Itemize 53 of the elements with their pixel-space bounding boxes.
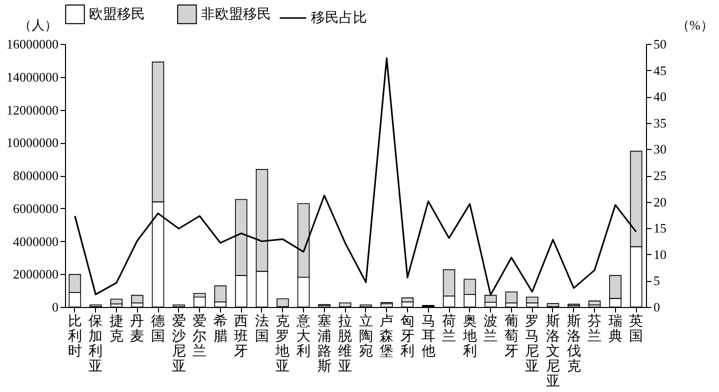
y2-tick-label: 10 [654, 246, 666, 262]
y-tick-label: 6000000 [13, 200, 58, 216]
x-tick-label: 英国 [629, 314, 644, 344]
x-tick-label: 波兰 [484, 314, 498, 344]
x-tick-label: 斯洛文尼亚 [546, 314, 560, 390]
x-tick-label: 瑞典 [608, 314, 622, 344]
y-tick-label: 10000000 [6, 135, 58, 150]
x-tick-label: 西班牙 [234, 314, 248, 360]
x-tick-label: 保加利亚 [88, 314, 103, 374]
legend-label: 欧盟移民 [89, 6, 145, 22]
y-tick-label: 16000000 [6, 36, 58, 52]
y2-axis-title: （%） [676, 18, 714, 32]
x-tick-label: 马耳他 [421, 314, 436, 360]
y2-tick-label: 20 [654, 194, 666, 210]
x-tick-label: 德国 [151, 314, 166, 344]
x-tick-label: 希腊 [213, 314, 228, 344]
y-tick-label: 12000000 [6, 102, 58, 118]
y2-tick-label: 40 [654, 89, 666, 104]
x-tick-label: 荷兰 [442, 314, 456, 344]
x-tick-label: 匈牙利 [400, 314, 414, 360]
y2-tick-label: 50 [654, 36, 666, 52]
x-tick-label: 葡萄牙 [504, 314, 518, 360]
y-tick-label: 4000000 [13, 234, 58, 249]
y2-tick-label: 25 [654, 168, 666, 183]
y2-tick-label: 35 [654, 115, 666, 130]
legend-label: 非欧盟移民 [201, 6, 271, 22]
x-tick-label: 比利时 [68, 314, 82, 360]
x-tick-label: 法国 [254, 314, 269, 344]
y-axis-title: （人） [18, 18, 58, 32]
x-tick-label: 克罗地亚 [274, 314, 290, 374]
y2-tick-label: 0 [654, 300, 660, 314]
x-tick-label: 立陶宛 [358, 314, 373, 360]
y-tick-label: 0 [52, 300, 58, 314]
x-tick-label: 丹麦 [130, 314, 144, 344]
y2-tick-label: 30 [654, 142, 666, 157]
x-tick-label: 卢森堡 [380, 314, 394, 360]
x-tick-label: 意大利 [296, 314, 311, 360]
x-tick-label: 斯洛伐克 [566, 314, 581, 374]
y-tick-label: 8000000 [13, 168, 58, 183]
y2-tick-label: 5 [654, 273, 660, 288]
x-tick-label: 爱沙尼亚 [172, 314, 186, 374]
y2-tick-label: 45 [654, 62, 666, 78]
x-tick-label: 塞浦路斯 [317, 314, 332, 374]
x-tick-label: 拉脱维亚 [338, 314, 352, 374]
x-tick-label: 捷克 [109, 314, 124, 344]
x-tick-label: 爱尔兰 [192, 314, 207, 360]
x-tick-label: 芬兰 [588, 314, 602, 344]
y-tick-label: 2000000 [13, 266, 58, 282]
y2-tick-label: 15 [654, 220, 666, 236]
x-tick-label: 奥地利 [462, 314, 477, 360]
legend-label: 移民占比 [311, 10, 367, 26]
x-tick-label: 罗马尼亚 [525, 314, 540, 374]
y-tick-label: 14000000 [6, 69, 58, 84]
